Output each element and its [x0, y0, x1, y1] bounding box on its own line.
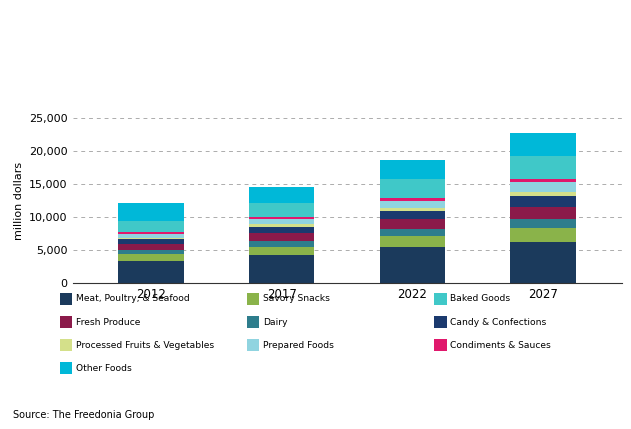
Bar — [380, 236, 445, 248]
Bar — [510, 228, 576, 242]
Bar — [380, 248, 445, 283]
Bar — [118, 250, 184, 254]
Text: Baked Goods: Baked Goods — [450, 294, 510, 303]
Bar — [249, 219, 314, 224]
Text: Condiments & Sauces: Condiments & Sauces — [450, 341, 551, 350]
Text: Figure 3-3.
Flexible Food Packaging Demand by Application,
2012, 2017, 2022, & 2: Figure 3-3. Flexible Food Packaging Dema… — [9, 6, 307, 59]
Bar — [434, 339, 447, 351]
Bar — [510, 206, 576, 219]
Bar — [249, 217, 314, 219]
Bar — [510, 156, 576, 179]
Bar — [434, 293, 447, 305]
Bar — [118, 254, 184, 261]
Bar — [247, 293, 259, 305]
Bar — [60, 293, 73, 305]
Bar — [249, 203, 314, 217]
Text: Group: Group — [546, 58, 569, 66]
Text: Meat, Poultry, & Seafood: Meat, Poultry, & Seafood — [76, 294, 189, 303]
Bar — [510, 179, 576, 182]
Bar — [249, 241, 314, 247]
Text: Freedonia: Freedonia — [546, 26, 596, 34]
Bar — [249, 227, 314, 233]
Bar — [510, 219, 576, 228]
Bar — [380, 198, 445, 200]
Bar — [118, 232, 184, 234]
Bar — [380, 160, 445, 179]
Bar — [118, 202, 184, 221]
Text: Other Foods: Other Foods — [76, 364, 131, 373]
Bar — [510, 133, 576, 156]
Bar — [60, 316, 73, 328]
Text: Dairy: Dairy — [263, 317, 287, 326]
Bar — [249, 224, 314, 227]
Bar — [60, 362, 73, 375]
Bar — [118, 221, 184, 232]
Bar — [380, 179, 445, 198]
Bar — [249, 247, 314, 255]
Bar — [249, 187, 314, 203]
Bar — [118, 261, 184, 283]
Bar — [60, 339, 73, 351]
Text: Prepared Foods: Prepared Foods — [263, 341, 334, 350]
Bar — [380, 200, 445, 208]
Text: Savory Snacks: Savory Snacks — [263, 294, 330, 303]
Bar — [510, 242, 576, 283]
Bar — [380, 219, 445, 229]
Bar — [380, 208, 445, 211]
Bar — [510, 182, 576, 192]
Bar — [380, 229, 445, 236]
Y-axis label: million dollars: million dollars — [13, 161, 23, 240]
Bar — [249, 233, 314, 241]
Bar — [118, 238, 184, 239]
Bar — [434, 316, 447, 328]
Bar — [249, 255, 314, 283]
Text: Processed Fruits & Vegetables: Processed Fruits & Vegetables — [76, 341, 214, 350]
Bar — [118, 234, 184, 238]
Text: Source: The Freedonia Group: Source: The Freedonia Group — [13, 410, 154, 420]
Bar — [247, 339, 259, 351]
Bar — [380, 211, 445, 219]
Text: Fresh Produce: Fresh Produce — [76, 317, 140, 326]
Bar — [510, 196, 576, 206]
Bar — [118, 239, 184, 244]
Bar — [247, 316, 259, 328]
Text: Candy & Confections: Candy & Confections — [450, 317, 546, 326]
Bar — [118, 244, 184, 250]
Bar — [510, 192, 576, 196]
